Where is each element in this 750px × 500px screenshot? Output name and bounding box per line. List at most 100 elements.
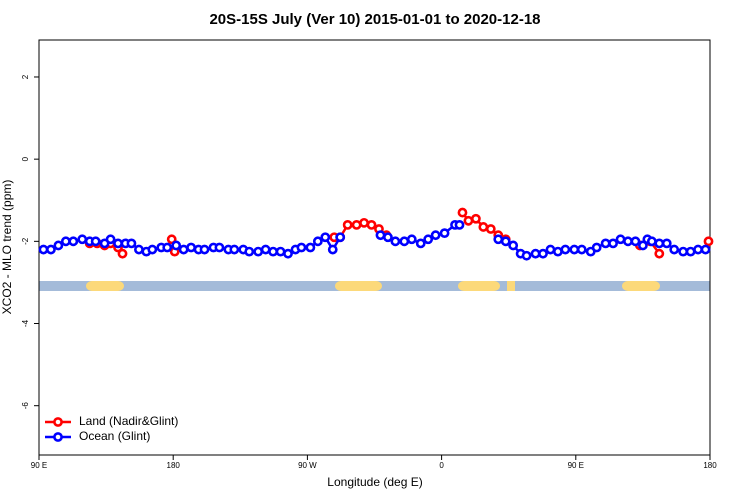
legend-marker (53, 432, 63, 442)
data-point (521, 250, 532, 261)
data-point (90, 236, 101, 247)
data-point (454, 220, 465, 230)
y-tick-label: -2 (21, 237, 30, 245)
data-point (162, 242, 173, 253)
data-point (342, 220, 353, 230)
data-point (569, 244, 580, 255)
x-tick-label: 180 (703, 461, 717, 470)
legend-label: Land (Nadir&Glint) (79, 414, 178, 428)
y-tick-label: -4 (21, 319, 30, 327)
legend-marker (53, 417, 63, 427)
data-point (678, 246, 689, 257)
legend-label: Ocean (Glint) (79, 429, 150, 443)
data-point (46, 244, 56, 255)
data-point (470, 213, 481, 224)
data-point (560, 244, 571, 255)
data-point (375, 230, 386, 241)
y-tick-label: 0 (21, 156, 30, 161)
data-point (493, 234, 504, 245)
data-point (253, 246, 264, 257)
data-point (366, 220, 377, 230)
data-point (654, 248, 665, 259)
land-strip (507, 281, 515, 291)
x-tick-label: 180 (167, 461, 181, 470)
data-point (685, 246, 696, 257)
data-point (703, 236, 714, 247)
data-point (646, 236, 657, 247)
data-point (485, 224, 496, 234)
data-point (260, 244, 271, 255)
land-strip (458, 281, 500, 291)
data-point (214, 242, 225, 253)
data-point (576, 244, 587, 255)
data-point (335, 232, 346, 243)
data-point (166, 234, 177, 245)
x-tick-label: 0 (439, 461, 444, 470)
data-point (199, 244, 210, 255)
surface-mask (39, 281, 710, 291)
data-point (390, 236, 401, 247)
data-point (415, 238, 426, 249)
data-point (615, 234, 626, 245)
data-point (275, 246, 286, 257)
data-point (327, 244, 338, 255)
data-point (545, 244, 556, 255)
chart-title: 20S-15S July (Ver 10) 2015-01-01 to 2020… (209, 11, 540, 28)
land-strip (335, 281, 382, 291)
data-point (439, 228, 450, 239)
land-strip (86, 281, 124, 291)
data-point (530, 248, 541, 259)
data-point (463, 215, 474, 226)
data-point (600, 238, 611, 249)
data-point (296, 242, 307, 253)
data-point (669, 244, 680, 255)
data-point (623, 236, 633, 247)
data-point (654, 238, 665, 249)
data-point (38, 244, 49, 255)
y-tick-label: 2 (21, 74, 30, 79)
data-point (457, 207, 468, 218)
data-point (430, 230, 441, 241)
plot-frame (38, 39, 711, 456)
data-point (508, 240, 519, 251)
data-point (113, 238, 123, 249)
data-point (700, 244, 711, 255)
data-point (399, 236, 410, 247)
data-point (591, 242, 602, 253)
data-point (351, 220, 362, 230)
data-point (312, 236, 323, 247)
data-point (383, 232, 393, 243)
data-point (283, 248, 293, 259)
data-point (171, 240, 182, 251)
data-point (178, 244, 189, 255)
data-point (229, 244, 240, 255)
data-point (693, 244, 703, 255)
data-point (60, 236, 71, 247)
data-point (105, 234, 116, 245)
data-point (186, 242, 196, 253)
data-point (638, 240, 648, 251)
data-point (53, 240, 64, 251)
data-point (553, 246, 563, 257)
data-point (268, 246, 279, 257)
data-point (608, 238, 618, 249)
y-tick-label: -6 (21, 402, 30, 410)
data-point (68, 236, 79, 247)
data-point (538, 248, 548, 259)
x-tick-label: 90 W (298, 461, 317, 470)
data-point (630, 236, 641, 247)
y-axis-label: XCO2 - MLO trend (ppm) (0, 180, 14, 315)
data-point (359, 217, 369, 228)
data-point (406, 234, 417, 245)
x-tick-label: 90 E (31, 461, 47, 470)
data-point (423, 234, 434, 245)
data-point (147, 244, 158, 255)
x-axis-label: Longitude (deg E) (327, 475, 422, 489)
x-tick-label: 90 E (568, 461, 584, 470)
data-point (244, 246, 255, 257)
data-point (117, 248, 128, 259)
data-point (661, 238, 672, 249)
data-point (500, 236, 511, 247)
